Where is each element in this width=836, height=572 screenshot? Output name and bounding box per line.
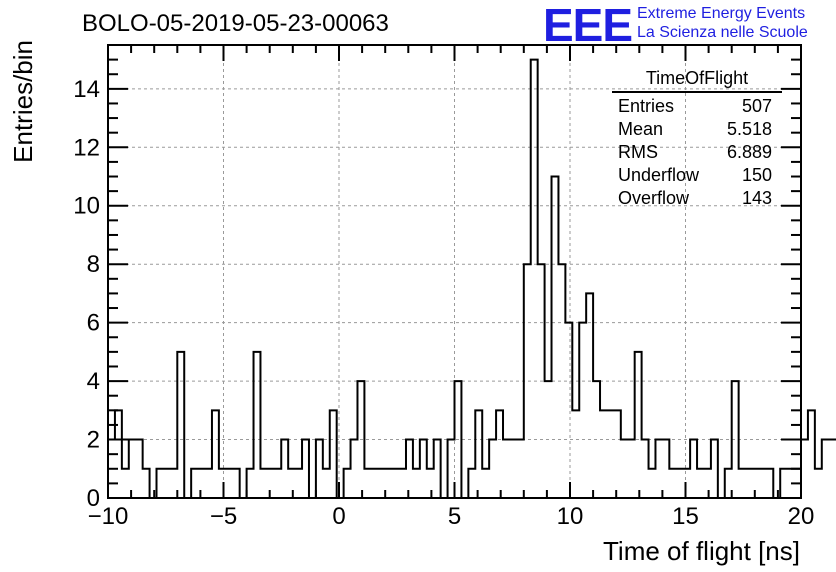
stats-row-underflow: Underflow 150: [612, 164, 782, 187]
logo-caption-line2: La Scienza nelle Scuole: [637, 24, 808, 41]
grid-lines: [108, 45, 801, 498]
stats-value: 143: [741, 188, 772, 208]
stats-box: TimeOfFlight Entries 507 Mean 5.518 RMS …: [612, 68, 782, 210]
y-tick-label: 14: [73, 76, 100, 103]
x-tick-label: 5: [448, 503, 461, 530]
stats-value: 5.518: [726, 119, 772, 139]
plot-title: BOLO-05-2019-05-23-00063: [82, 10, 389, 37]
y-tick-label: 10: [73, 193, 100, 220]
stats-row-mean: Mean 5.518: [612, 118, 782, 141]
x-axis-label: Time of flight [ns]: [603, 536, 800, 566]
axes: [107, 44, 802, 499]
stats-value: 6.889: [726, 142, 772, 162]
stats-value: 150: [741, 165, 772, 185]
stats-label: Mean: [618, 119, 664, 139]
x-tick-label: 15: [672, 503, 699, 530]
x-tick-label: −5: [210, 503, 237, 530]
stats-row-overflow: Overflow 143: [612, 187, 782, 210]
stats-label: Underflow: [618, 165, 700, 185]
histogram-line: [108, 58, 836, 499]
x-tick-label: 10: [557, 503, 584, 530]
y-tick-label: 8: [87, 251, 100, 278]
stats-label: RMS: [618, 142, 658, 162]
y-axis-label: Entries/bin: [8, 40, 38, 163]
y-tick-label: 2: [87, 427, 100, 454]
stats-title: TimeOfFlight: [612, 68, 782, 93]
stats-label: Entries: [618, 96, 675, 116]
x-tick-label: −10: [88, 503, 129, 530]
x-tick-label: 20: [788, 503, 815, 530]
y-tick-label: 6: [87, 310, 100, 337]
histogram-series: [108, 58, 836, 499]
stats-row-rms: RMS 6.889: [612, 141, 782, 164]
logo-caption-line1: Extreme Energy Events: [637, 5, 806, 22]
logo-caption: Extreme Energy Events La Scienza nelle S…: [637, 4, 808, 42]
y-tick-label: 0: [87, 485, 100, 512]
tick-labels: −10 −5 0 5 10 15 20 0 2 4 6 8 10 12 14: [73, 76, 814, 530]
stats-row-entries: Entries 507: [612, 95, 782, 118]
stats-label: Overflow: [618, 188, 690, 208]
eee-logo: EEE: [543, 0, 633, 51]
y-tick-label: 4: [87, 368, 100, 395]
x-tick-label: 0: [332, 503, 345, 530]
y-tick-label: 12: [73, 134, 100, 161]
stats-value: 507: [741, 96, 772, 116]
